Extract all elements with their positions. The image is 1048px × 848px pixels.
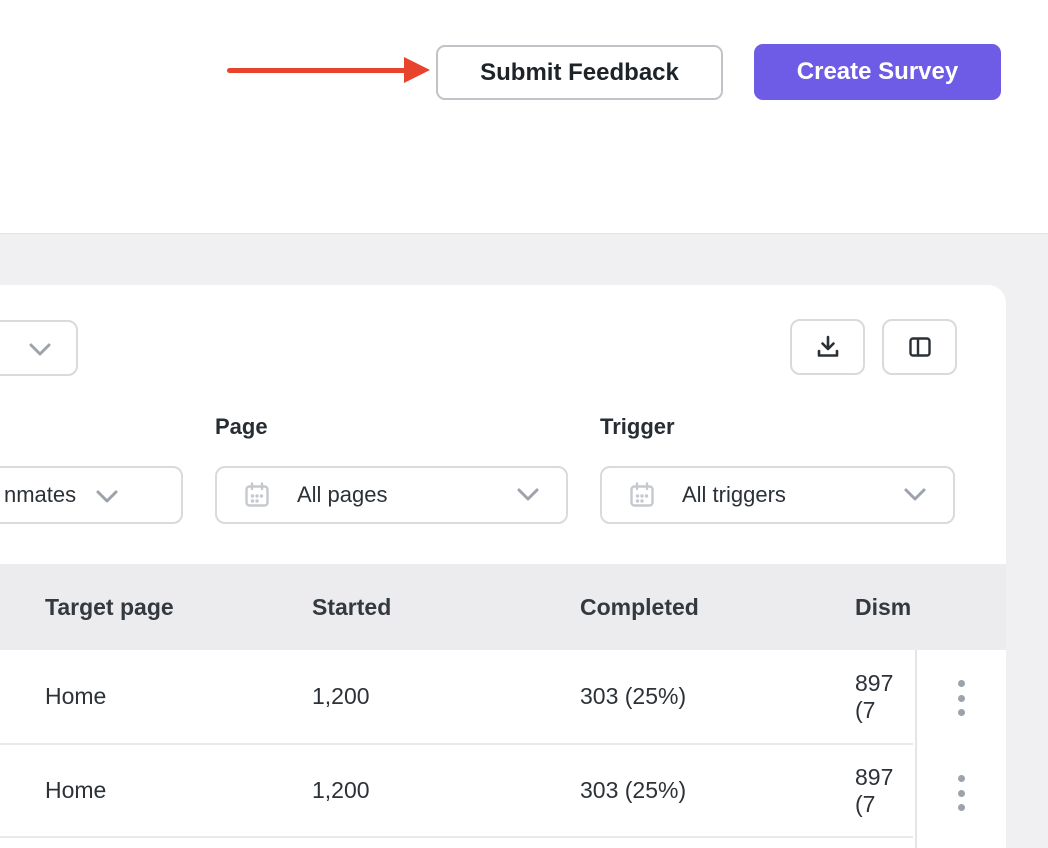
annotation-arrow-head — [404, 57, 430, 83]
columns-icon — [907, 334, 933, 360]
kebab-menu-icon[interactable] — [951, 680, 971, 716]
column-header-started: Started — [312, 593, 392, 620]
table-row[interactable]: Home 1,200 303 (25%) 897 (7 — [0, 745, 913, 838]
cell-started: 1,200 — [312, 683, 370, 709]
row-actions-column — [915, 650, 1006, 848]
trigger-filter-value: All triggers — [682, 482, 786, 507]
download-button[interactable] — [790, 319, 865, 375]
cell-target-page: Home — [45, 777, 107, 803]
chevron-down-icon — [28, 339, 52, 361]
page-filter-dropdown[interactable]: All pages — [215, 466, 568, 524]
table-row-partial — [0, 838, 913, 848]
submit-feedback-button[interactable]: Submit Feedback — [436, 45, 723, 100]
table-header-row: Target page Started Completed Dism — [0, 564, 1006, 650]
teammates-dropdown-value: nmates — [4, 482, 77, 507]
trigger-filter-dropdown[interactable]: All triggers — [600, 466, 955, 524]
partial-dropdown[interactable] — [0, 320, 78, 376]
columns-button[interactable] — [882, 319, 957, 375]
chevron-down-icon — [95, 486, 119, 508]
chevron-down-icon — [516, 484, 540, 506]
kebab-menu-icon[interactable] — [951, 775, 971, 811]
calendar-icon — [243, 481, 271, 509]
trigger-filter-label: Trigger — [600, 414, 675, 439]
page-filter-label: Page — [215, 414, 268, 439]
download-icon — [815, 334, 841, 360]
create-survey-button[interactable]: Create Survey — [754, 44, 1001, 100]
cell-started: 1,200 — [312, 777, 370, 803]
cell-target-page: Home — [45, 683, 107, 709]
cell-completed: 303 (25%) — [580, 683, 687, 709]
annotation-arrow-line — [227, 68, 407, 73]
chevron-down-icon — [903, 484, 927, 506]
cell-dismissed: 897 (7 — [855, 669, 894, 723]
column-header-target-page: Target page — [45, 593, 174, 620]
teammates-dropdown[interactable]: nmates — [0, 466, 183, 524]
table-row[interactable]: Home 1,200 303 (25%) 897 (7 — [0, 650, 913, 745]
column-header-dismissed: Dism — [855, 593, 912, 620]
calendar-icon — [628, 481, 656, 509]
cell-dismissed: 897 (7 — [855, 763, 894, 817]
column-header-completed: Completed — [580, 593, 699, 620]
page-filter-value: All pages — [297, 482, 388, 507]
cell-completed: 303 (25%) — [580, 777, 687, 803]
